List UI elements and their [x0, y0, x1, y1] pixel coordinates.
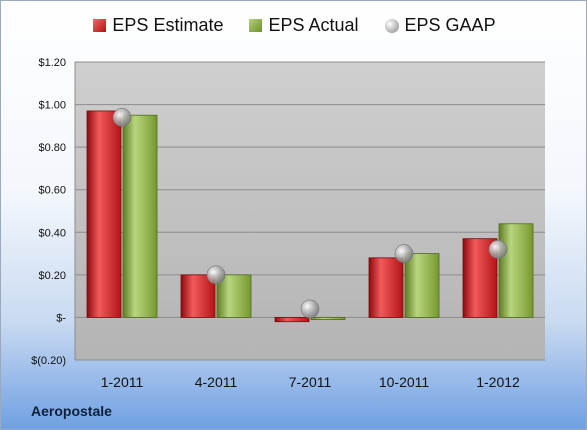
y-axis-labels: $(0.20) $- $0.20 $0.40 $0.60 $0.80 $1.00 $1.20	[31, 57, 66, 367]
legend-label-estimate: EPS Estimate	[112, 15, 224, 35]
bar-eps-estimate	[180, 274, 216, 318]
x-axis-labels: 1-2011 4-2011 7-2011 10-2011 1-2012	[101, 374, 520, 390]
point-eps-gaap	[206, 265, 226, 285]
x-tick-label: 4-2011	[195, 374, 238, 390]
bar-eps-actual	[310, 317, 346, 320]
legend-item-eps-gaap: EPS GAAP	[384, 15, 496, 36]
y-tick-label: $0.60	[38, 185, 66, 197]
legend-swatch-estimate	[93, 19, 107, 32]
y-tick-label: $1.20	[38, 57, 66, 69]
point-eps-gaap	[300, 299, 320, 319]
x-tick-label: 10-2011	[379, 374, 430, 390]
bar-eps-actual	[404, 253, 440, 318]
y-tick-label: $-	[56, 312, 66, 324]
y-tick-label: $0.20	[38, 270, 66, 282]
y-tick-label: $(0.20)	[31, 355, 66, 367]
bar-eps-estimate	[86, 110, 122, 318]
legend-swatch-actual	[249, 19, 263, 32]
bar-eps-actual	[216, 274, 252, 318]
y-tick-label: $0.80	[38, 142, 66, 154]
bar-eps-actual	[122, 114, 158, 318]
y-tick-label: $0.40	[38, 227, 66, 239]
legend-swatch-gaap	[384, 18, 399, 33]
legend-label-gaap: EPS GAAP	[404, 15, 496, 35]
point-eps-gaap	[488, 240, 508, 259]
company-name: Aeropostale	[31, 403, 112, 419]
bar-eps-actual	[498, 223, 534, 318]
bar-eps-estimate	[368, 257, 404, 318]
legend: EPS Estimate EPS Actual EPS GAAP	[1, 15, 586, 36]
legend-label-actual: EPS Actual	[268, 15, 359, 35]
legend-item-eps-actual: EPS Actual	[249, 15, 359, 36]
bar-eps-estimate	[274, 317, 310, 323]
y-tick-label: $1.00	[38, 100, 66, 112]
gaap-points	[112, 108, 508, 319]
x-tick-label: 1-2012	[476, 374, 520, 390]
point-eps-gaap	[394, 244, 414, 263]
x-tick-label: 7-2011	[289, 374, 332, 390]
x-tick-label: 1-2011	[101, 374, 144, 390]
point-eps-gaap	[112, 108, 132, 127]
legend-item-eps-estimate: EPS Estimate	[93, 15, 223, 36]
